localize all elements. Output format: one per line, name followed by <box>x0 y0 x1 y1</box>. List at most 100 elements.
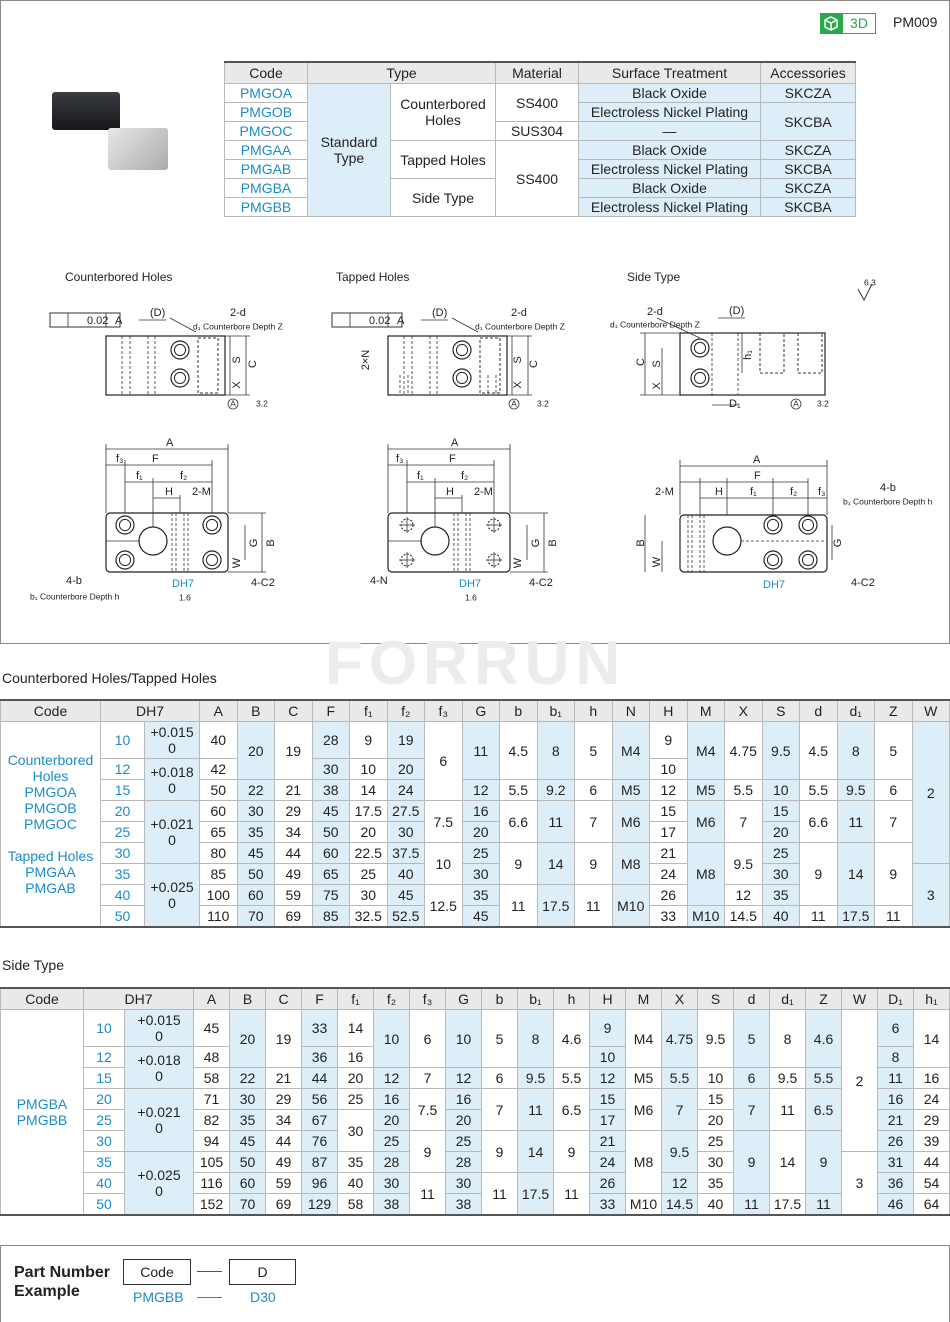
hole-inner <box>766 553 780 567</box>
column-header: b₁ <box>536 699 576 722</box>
column-header: Surface Treatment <box>578 61 762 84</box>
column-header: f₃ <box>409 987 447 1010</box>
cell: 19 <box>274 721 313 780</box>
cell: 35 <box>229 1109 267 1131</box>
cell: 2 <box>841 1009 879 1152</box>
column-header: b₁ <box>517 987 555 1010</box>
dimension-label: 0.02 <box>369 315 390 327</box>
cell: 30 <box>236 800 276 822</box>
cell: 11 <box>517 1088 555 1131</box>
cell: 44 <box>301 1067 339 1089</box>
dimension-label: W <box>651 556 663 567</box>
dimension-label: A <box>753 454 761 466</box>
cell: 11 <box>877 1067 915 1089</box>
cell: 14 <box>337 1009 375 1047</box>
cell: 69 <box>274 905 313 928</box>
field-box: Code <box>123 1259 191 1285</box>
cell: 24 <box>649 863 688 885</box>
cell: M4 <box>611 721 651 780</box>
cell-line: +0.021 <box>137 1104 181 1120</box>
cell-line: 0 <box>168 832 176 848</box>
cell-line: 0 <box>168 779 176 796</box>
cell: 9 <box>589 1009 627 1047</box>
hole-inner <box>205 518 219 532</box>
cell: 6 <box>409 1009 447 1068</box>
dimension-label: f₃ <box>116 453 124 465</box>
cell: 30 <box>386 821 426 843</box>
cell: 36 <box>301 1046 339 1068</box>
cell: M6 <box>611 800 651 843</box>
cell: 45 <box>236 842 276 864</box>
cell: 64 <box>913 1193 950 1216</box>
cell-line: 0 <box>155 1028 163 1044</box>
cell: 17.5 <box>836 905 876 928</box>
cell-line: Counterbored Holes <box>7 752 94 784</box>
cell: M5 <box>611 779 651 801</box>
column-header: b <box>499 699 538 722</box>
cell: 6.6 <box>799 800 838 843</box>
dimension-label: W <box>512 557 524 568</box>
row: 40 100 60 59 75 30 45 12.5 35 11 17.5 11 M10 26 12 35 <box>1 884 950 928</box>
cell: 8 <box>536 721 576 780</box>
cell: 29 <box>265 1088 303 1110</box>
row: Counterbored Holes PMGOA PMGOB PMGOC Tapped … <box>0 721 950 928</box>
row: 50 152 70 69 129 58 38 38 33 M10 14.5 40 11 17.5 11 46 6… <box>1 1193 950 1216</box>
column-header: H <box>649 699 688 722</box>
cell: 9 <box>553 1130 591 1173</box>
cell: 34 <box>265 1109 303 1131</box>
dimension-label: 1.6 <box>465 592 477 602</box>
dimension-label: 2-d <box>230 307 246 319</box>
dimension-label: f₃ <box>396 453 404 465</box>
column-header: C <box>265 987 303 1010</box>
cell: 24 <box>386 779 426 801</box>
dimension-label: 2×N <box>360 350 372 371</box>
cell: 17 <box>649 821 688 843</box>
cell: 110 <box>199 905 238 928</box>
cell: 65 <box>311 863 351 885</box>
cell: 44 <box>265 1130 303 1152</box>
dimension-label: 0.02 <box>87 315 108 327</box>
row: 12 +0.018 0 48 36 16 10 8 <box>1 1046 950 1089</box>
cell: 11 <box>574 884 613 928</box>
dimension-label: 2-M <box>474 486 493 498</box>
cell: 36 <box>877 1172 915 1194</box>
cell: 7.5 <box>409 1088 447 1131</box>
cell: PMGOB <box>224 102 308 122</box>
cell: PMGAB <box>224 159 308 179</box>
cell: 6.5 <box>805 1088 843 1131</box>
cell: 7 <box>733 1088 771 1131</box>
dimension-label: 2-M <box>192 486 211 498</box>
cell-line: PMGOA <box>24 784 77 800</box>
column-header: d₁ <box>836 699 876 722</box>
hole-inner <box>766 518 780 532</box>
cell: 5 <box>481 1009 519 1068</box>
cell: 22.5 <box>349 842 388 864</box>
cell: 11 <box>409 1172 447 1216</box>
cell: 50 <box>83 1193 125 1216</box>
cell: 40 <box>83 1172 125 1194</box>
dimension-label: C <box>635 358 647 366</box>
watermark: FORRUN <box>325 629 627 698</box>
cell: 9 <box>481 1130 519 1173</box>
dimension-label: DH7 <box>172 578 194 590</box>
cell: 45 <box>461 905 501 928</box>
dimension-label: A <box>793 398 799 408</box>
column-header: M <box>625 987 663 1010</box>
column-header: A <box>199 699 238 722</box>
row: PMGOC SUS304— <box>224 121 856 141</box>
cell: 67 <box>301 1109 339 1131</box>
hole <box>798 515 818 535</box>
column-header: DH7 <box>99 699 201 722</box>
cell: 11 <box>836 800 876 843</box>
dimension-label: DH7 <box>459 578 481 590</box>
cell: 96 <box>301 1172 339 1194</box>
cell: 5.5 <box>724 779 763 801</box>
cell: 85 <box>311 905 351 928</box>
cell: 20 <box>337 1067 375 1089</box>
title-line: Example <box>14 1283 80 1300</box>
cell: 17.5 <box>769 1193 807 1216</box>
cell: 35 <box>697 1172 735 1194</box>
cell: 16 <box>337 1046 375 1068</box>
cell: 14 <box>769 1130 807 1194</box>
